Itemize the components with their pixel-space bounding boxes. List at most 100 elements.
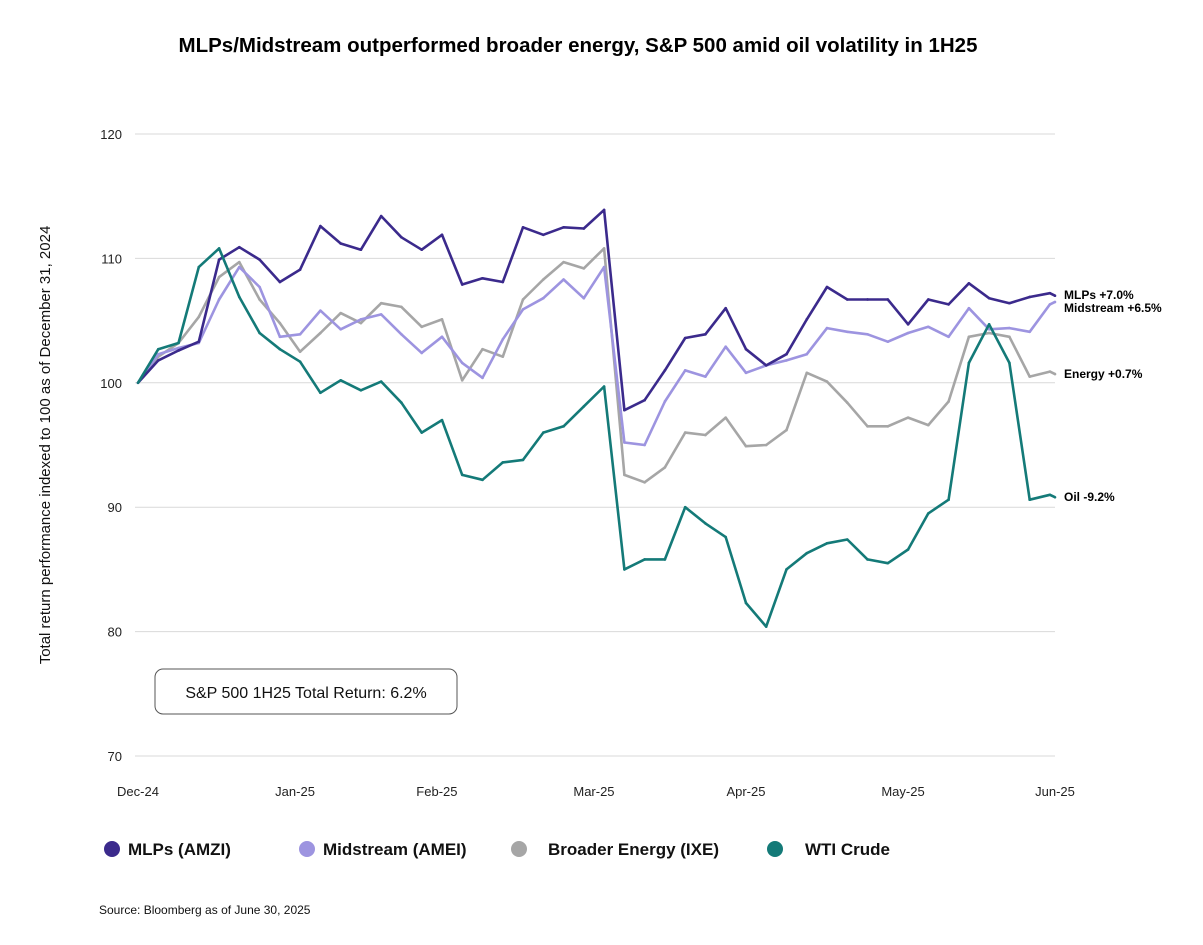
data-point xyxy=(785,352,788,356)
data-point xyxy=(582,296,586,300)
data-point xyxy=(460,361,464,365)
data-point xyxy=(1053,372,1057,376)
data-point xyxy=(460,379,464,382)
data-point xyxy=(663,466,667,469)
data-point xyxy=(582,267,586,270)
data-point xyxy=(420,248,424,251)
series-mlps-amzi xyxy=(136,208,1057,412)
data-point xyxy=(400,332,403,336)
data-point xyxy=(643,558,646,561)
data-point xyxy=(420,431,424,434)
data-point xyxy=(258,298,261,301)
data-point xyxy=(987,328,991,331)
data-point xyxy=(805,551,809,555)
data-point xyxy=(825,541,829,545)
data-point xyxy=(440,233,444,237)
data-point xyxy=(866,558,869,561)
data-point xyxy=(987,296,991,300)
data-point xyxy=(379,380,383,383)
data-point xyxy=(521,226,525,229)
data-point xyxy=(1028,295,1031,299)
data-point xyxy=(683,336,687,340)
data-point xyxy=(1028,498,1031,502)
data-point xyxy=(1008,335,1011,339)
data-point xyxy=(906,416,910,419)
data-point xyxy=(582,227,586,230)
data-point xyxy=(156,347,160,351)
data-point xyxy=(501,337,505,341)
data-point xyxy=(177,341,180,345)
annotation-text: S&P 500 1H25 Total Return: 6.2% xyxy=(185,685,426,702)
data-point xyxy=(440,418,444,422)
data-point xyxy=(521,298,525,301)
data-point xyxy=(298,360,302,363)
data-point xyxy=(481,347,484,351)
x-tick-label: Dec-24 xyxy=(117,784,159,799)
data-point xyxy=(562,425,565,428)
data-point xyxy=(704,332,707,336)
x-tick-label: Mar-25 xyxy=(573,784,614,799)
data-point xyxy=(906,323,910,326)
data-point xyxy=(764,364,768,367)
data-point xyxy=(258,331,261,335)
data-point xyxy=(724,416,727,419)
data-point xyxy=(298,268,302,271)
data-point xyxy=(947,303,950,306)
data-point xyxy=(602,385,606,388)
data-point xyxy=(845,298,849,301)
data-point xyxy=(1048,370,1052,373)
x-tick-label: May-25 xyxy=(881,784,924,799)
data-point xyxy=(602,265,606,269)
data-point xyxy=(562,278,565,281)
data-point xyxy=(643,481,646,484)
data-point xyxy=(744,371,748,375)
legend-item: MLPs (AMZI) xyxy=(104,840,231,859)
data-point xyxy=(298,332,302,336)
data-point xyxy=(156,359,160,362)
data-point xyxy=(825,326,829,330)
data-point xyxy=(744,444,748,448)
data-point xyxy=(967,335,971,339)
data-point xyxy=(724,345,727,349)
data-point xyxy=(359,248,363,251)
series-broader-energy-ixe xyxy=(136,247,1057,484)
data-point xyxy=(886,298,890,301)
legend-marker xyxy=(511,841,527,857)
data-point xyxy=(683,505,687,509)
data-point xyxy=(339,311,342,315)
y-tick-label: 80 xyxy=(108,625,122,640)
data-point xyxy=(238,245,241,249)
legend-marker xyxy=(104,841,120,857)
data-point xyxy=(764,443,768,447)
chart-title: MLPs/Midstream outperformed broader ener… xyxy=(179,34,978,57)
data-point xyxy=(886,425,890,428)
data-point xyxy=(785,359,788,362)
data-point xyxy=(987,331,991,335)
data-point xyxy=(562,260,565,264)
series-line xyxy=(136,247,1056,484)
data-point xyxy=(683,431,687,434)
data-point xyxy=(906,331,910,335)
end-label: MLPs +7.0% xyxy=(1064,288,1134,302)
data-point xyxy=(623,441,626,444)
data-point xyxy=(319,309,322,312)
data-point xyxy=(704,433,707,437)
series-midstream-amei xyxy=(136,265,1057,447)
data-point xyxy=(460,473,464,477)
x-tick-label: Apr-25 xyxy=(726,784,765,799)
legend-marker xyxy=(299,841,315,857)
data-point xyxy=(238,265,241,269)
legend-item: WTI Crude xyxy=(767,840,890,859)
annotation-box: S&P 500 1H25 Total Return: 6.2% xyxy=(154,668,458,715)
legend-label: Broader Energy (IXE) xyxy=(548,840,719,859)
data-point xyxy=(845,330,849,334)
data-point xyxy=(379,301,383,305)
data-point xyxy=(339,379,342,382)
data-point xyxy=(278,321,282,325)
data-point xyxy=(258,285,261,289)
data-point xyxy=(298,350,302,354)
data-point xyxy=(238,295,241,299)
data-point xyxy=(156,352,160,356)
data-point xyxy=(886,561,890,565)
end-labels: MLPs +7.0%Midstream +6.5% Energy +0.7% Oil… xyxy=(1064,288,1162,504)
